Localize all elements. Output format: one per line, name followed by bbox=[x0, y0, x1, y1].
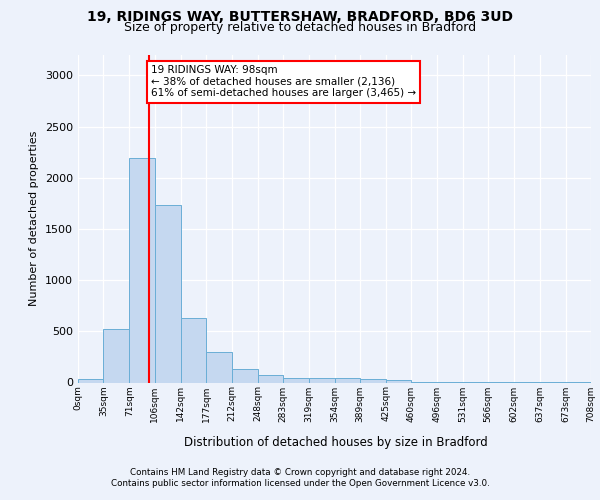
Text: Contains public sector information licensed under the Open Government Licence v3: Contains public sector information licen… bbox=[110, 479, 490, 488]
Bar bbox=[386, 380, 412, 382]
Text: 19, RIDINGS WAY, BUTTERSHAW, BRADFORD, BD6 3UD: 19, RIDINGS WAY, BUTTERSHAW, BRADFORD, B… bbox=[87, 10, 513, 24]
Bar bbox=[309, 378, 335, 382]
Bar bbox=[181, 318, 206, 382]
Bar bbox=[155, 206, 181, 382]
Text: Size of property relative to detached houses in Bradford: Size of property relative to detached ho… bbox=[124, 21, 476, 34]
Y-axis label: Number of detached properties: Number of detached properties bbox=[29, 131, 40, 306]
Text: 19 RIDINGS WAY: 98sqm
← 38% of detached houses are smaller (2,136)
61% of semi-d: 19 RIDINGS WAY: 98sqm ← 38% of detached … bbox=[151, 65, 416, 98]
Bar bbox=[130, 158, 155, 382]
Text: Contains HM Land Registry data © Crown copyright and database right 2024.: Contains HM Land Registry data © Crown c… bbox=[130, 468, 470, 477]
Bar bbox=[206, 352, 232, 382]
Text: Distribution of detached houses by size in Bradford: Distribution of detached houses by size … bbox=[184, 436, 488, 449]
Bar bbox=[283, 378, 309, 382]
Bar bbox=[335, 378, 360, 382]
Bar bbox=[257, 375, 283, 382]
Bar bbox=[232, 369, 257, 382]
Bar bbox=[103, 329, 130, 382]
Bar bbox=[78, 380, 103, 382]
Bar bbox=[360, 379, 386, 382]
